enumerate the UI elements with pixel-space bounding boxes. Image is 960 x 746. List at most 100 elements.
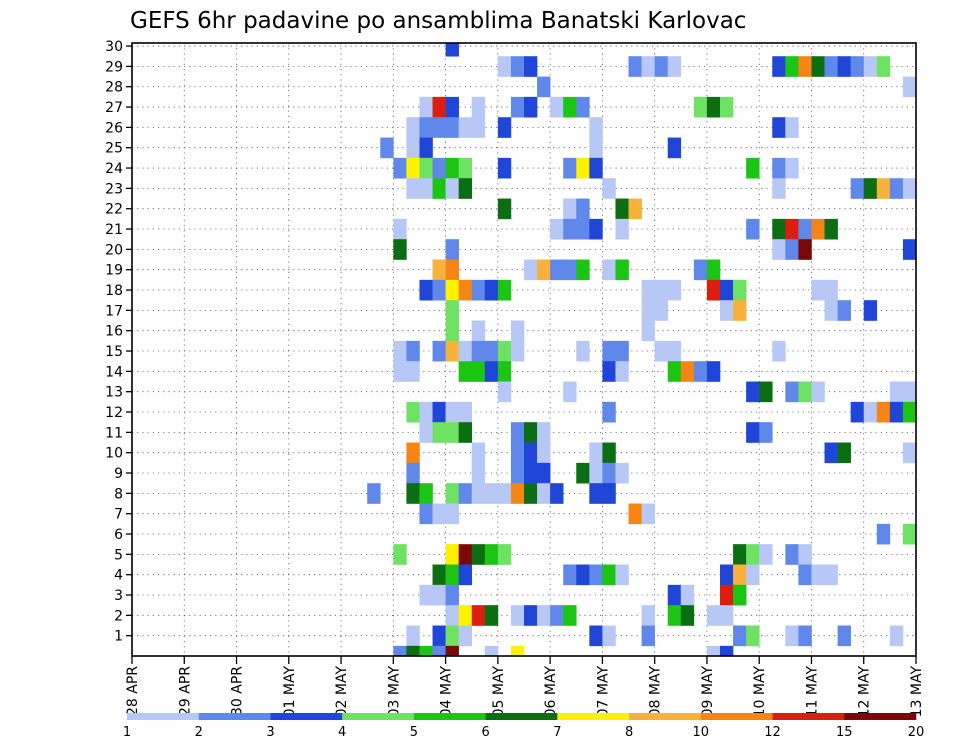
precip-cell — [667, 137, 682, 159]
precip-cell — [471, 279, 486, 301]
y-tick-label: 3 — [114, 588, 123, 604]
precip-cell — [615, 462, 629, 484]
precip-cell — [497, 544, 512, 565]
precip-cell — [445, 239, 459, 260]
precip-cell — [406, 442, 420, 464]
x-tick-label: 13 MAY — [909, 666, 925, 718]
precip-cell — [680, 605, 695, 626]
precip-cell — [693, 361, 708, 382]
precip-cell — [432, 117, 446, 138]
precip-cell — [458, 340, 473, 362]
colorbar-segment — [629, 713, 702, 720]
precip-cell — [432, 584, 446, 606]
precip-cell — [876, 523, 891, 545]
precip-cell — [471, 320, 486, 342]
precip-cell — [563, 198, 577, 220]
precip-cell — [798, 544, 812, 565]
precip-cell — [772, 178, 786, 199]
precip-cell — [510, 442, 525, 464]
x-tick-label: 02 MAY — [334, 666, 350, 718]
precip-cell — [406, 137, 420, 159]
x-tick-label: 03 MAY — [386, 666, 402, 718]
precip-cell — [589, 442, 603, 464]
precip-cell — [445, 157, 459, 179]
precip-cell — [706, 96, 721, 118]
precip-cell — [510, 96, 525, 118]
precip-cell — [746, 564, 760, 586]
y-tick-label: 22 — [105, 202, 123, 218]
precip-cell — [458, 361, 473, 382]
precip-cell — [497, 340, 512, 362]
precip-cell — [785, 625, 799, 647]
colorbar-label: 20 — [908, 725, 925, 740]
precip-cell — [680, 361, 695, 382]
precip-cell — [432, 157, 446, 179]
precip-cell — [798, 625, 812, 647]
precip-cell — [576, 259, 590, 281]
precip-cell — [654, 340, 669, 362]
y-tick-label: 23 — [105, 181, 123, 197]
precip-cell — [602, 625, 616, 647]
precip-cell — [876, 178, 891, 199]
x-tick-label: 04 MAY — [439, 666, 455, 718]
precip-cell — [406, 117, 420, 138]
precip-cell — [576, 218, 590, 240]
precip-cell — [419, 401, 433, 423]
y-tick-label: 5 — [114, 547, 123, 563]
precip-cell — [720, 645, 734, 657]
precip-cell — [615, 361, 629, 382]
precip-cell — [445, 340, 459, 362]
precip-cell — [445, 259, 459, 281]
precip-cell — [706, 279, 721, 301]
colorbar-segment — [198, 713, 271, 720]
colorbar-label: 10 — [693, 725, 710, 740]
precip-cell — [432, 96, 446, 118]
precip-cell — [406, 645, 420, 657]
precip-cell — [484, 340, 499, 362]
precip-cell — [471, 96, 486, 118]
y-tick-label: 26 — [105, 120, 123, 136]
precip-cell — [733, 564, 747, 586]
precip-cell — [667, 279, 682, 301]
y-tick-label: 2 — [114, 608, 123, 624]
precip-cell — [471, 483, 486, 504]
precip-cell — [497, 381, 512, 403]
y-tick-label: 24 — [105, 161, 123, 177]
precip-cell — [654, 300, 669, 321]
precip-cell — [445, 503, 459, 525]
precip-cell — [406, 178, 420, 199]
precip-cell — [902, 76, 917, 98]
y-tick-label: 12 — [105, 405, 123, 421]
precip-cell — [759, 422, 773, 443]
precip-cell — [419, 503, 433, 525]
precip-cell — [445, 300, 459, 321]
y-tick-label: 19 — [105, 263, 123, 279]
y-tick-label: 21 — [105, 222, 123, 238]
precip-cell — [497, 279, 512, 301]
precip-cell — [471, 544, 486, 565]
precip-cell — [720, 300, 734, 321]
colorbar-label: 5 — [410, 725, 418, 740]
precip-cell — [419, 137, 433, 159]
precip-cell — [902, 381, 917, 403]
precip-cell — [510, 605, 525, 626]
y-tick-label: 10 — [105, 446, 123, 462]
precip-cell — [667, 56, 682, 77]
precip-cell — [654, 56, 669, 77]
colorbar-segment — [772, 713, 845, 720]
precip-cell — [863, 178, 878, 199]
precip-cell — [628, 56, 642, 77]
precip-cell — [785, 157, 799, 179]
colorbar-segment — [700, 713, 773, 720]
precip-cell — [628, 198, 642, 220]
precip-cell — [720, 96, 734, 118]
precip-cell — [406, 401, 420, 423]
y-tick-label: 7 — [114, 507, 123, 523]
colorbar: 1 2 3 4 5 6 7 8 10 12 15 20 — [123, 713, 924, 740]
precip-cell — [432, 645, 446, 657]
y-tick-label: 11 — [105, 425, 123, 441]
precip-cell — [510, 422, 525, 443]
colorbar-label: 1 — [123, 725, 131, 740]
